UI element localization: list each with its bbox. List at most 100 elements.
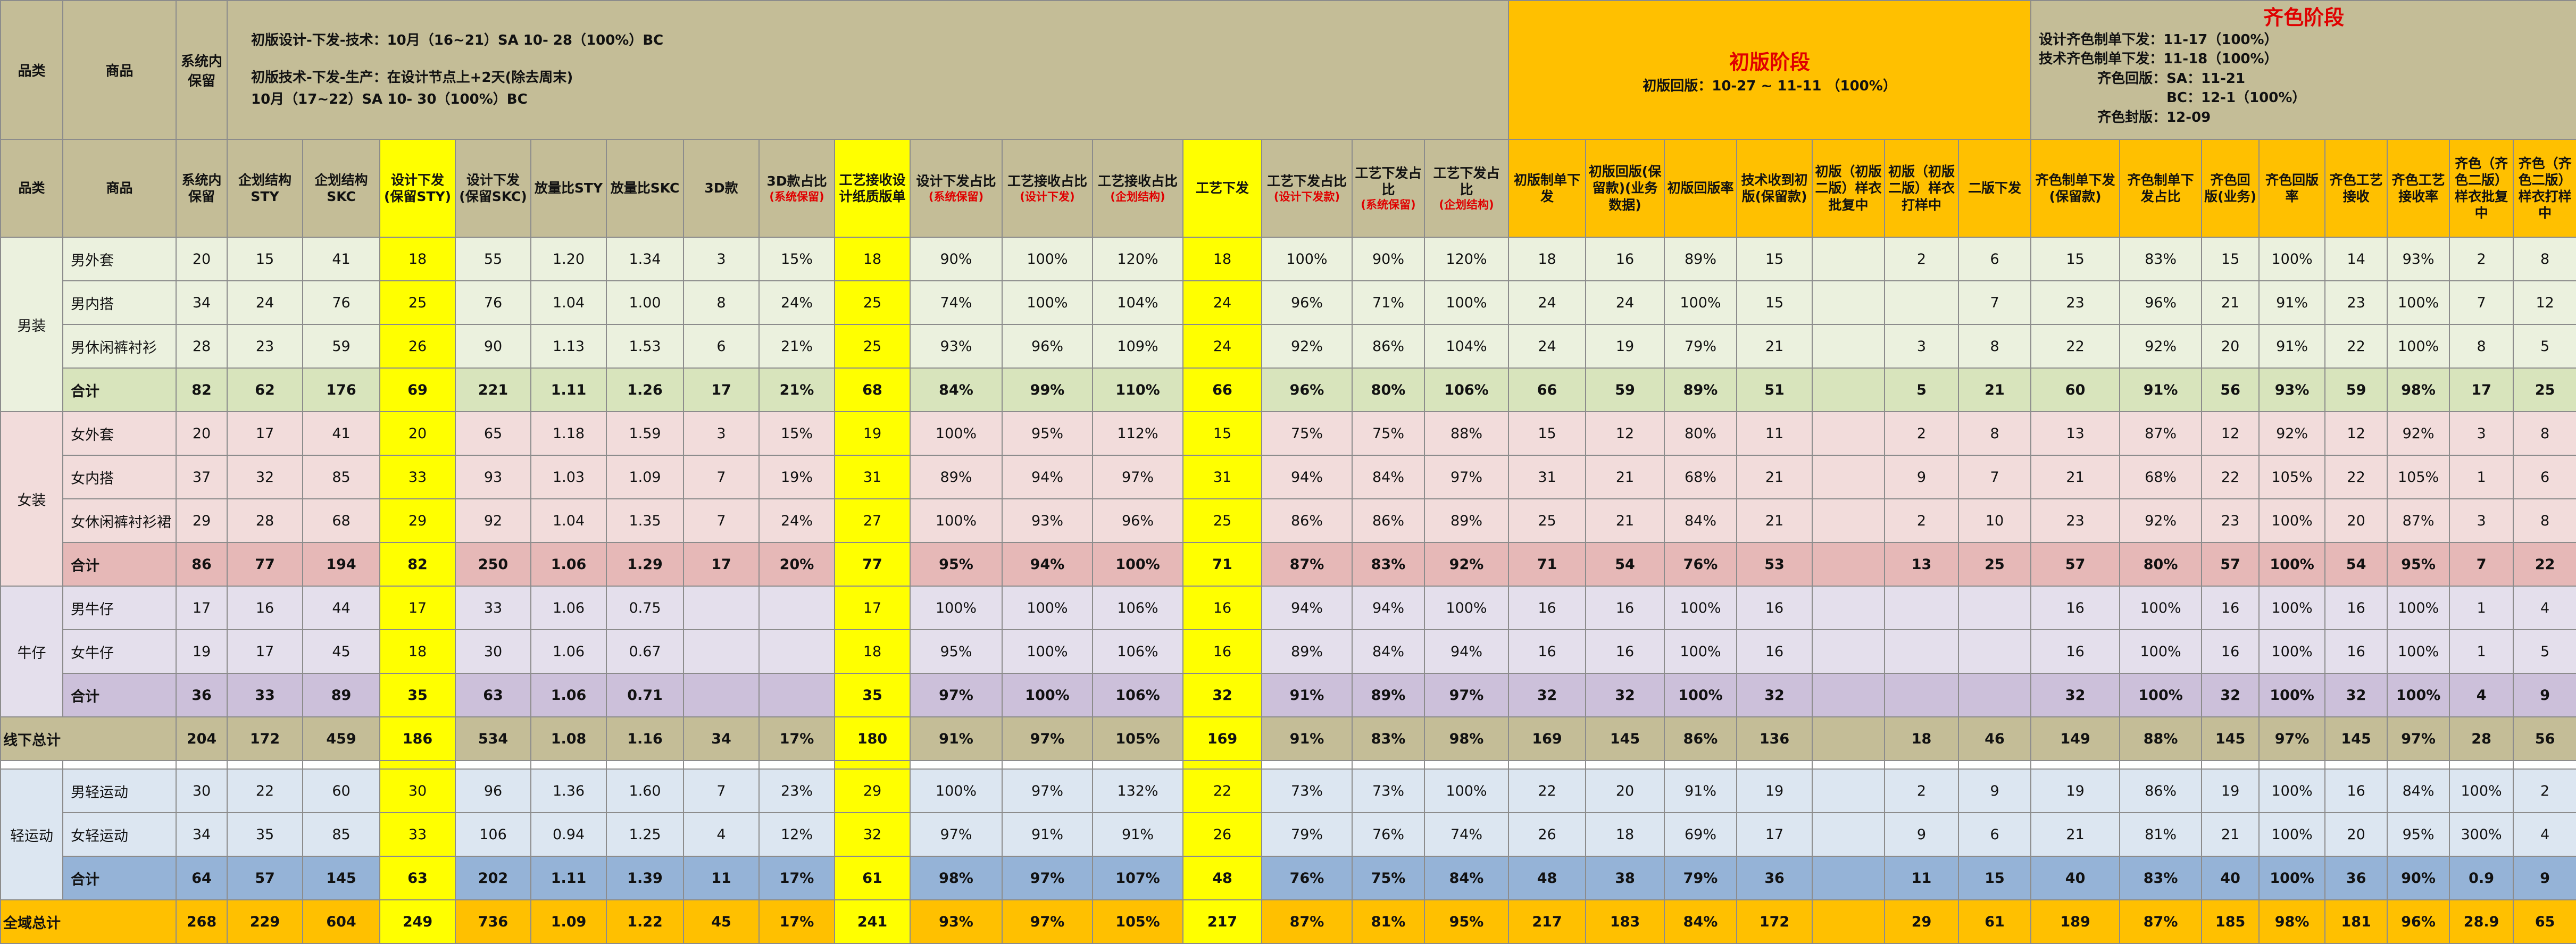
column-header: 齐色（齐色二版）样衣打样中 xyxy=(2513,139,2576,238)
cell: 80% xyxy=(2119,542,2203,587)
column-label: 工艺下发占比 xyxy=(1433,165,1500,197)
cell: 112% xyxy=(1092,411,1183,456)
cell: 100% xyxy=(2449,768,2514,813)
column-label: 工艺接收设计纸质版单 xyxy=(839,172,906,204)
cell: 87% xyxy=(2119,411,2203,456)
total-row: 线下总计 204 172 459 186 534 1.08 1.16 34 17% 180 91% 97… xyxy=(0,716,2576,761)
cell: 28 xyxy=(176,324,228,369)
cell: 8 xyxy=(2449,324,2514,369)
cell: 1.20 xyxy=(530,237,607,281)
cell: 6 xyxy=(1957,812,2032,857)
data-row: 男休闲裤衬衫 28 23 59 26 90 1.13 1.53 6 21% 25 93% 96% 109%… xyxy=(1,324,2576,369)
column-sub: (系统保留) xyxy=(769,190,824,203)
cell: 97% xyxy=(2387,716,2450,761)
column-header: 工艺下发占比 (企划结构) xyxy=(1424,139,1509,238)
cell: 96% xyxy=(2119,280,2203,325)
cell: 459 xyxy=(302,716,380,761)
cell: 12 xyxy=(2513,280,2576,325)
cell: 96% xyxy=(1002,324,1093,369)
cell: 95% xyxy=(1002,411,1093,456)
cell: 89% xyxy=(1261,629,1353,674)
spacer xyxy=(1812,760,1885,770)
cell: 24 xyxy=(1182,280,1262,325)
cell: 89% xyxy=(910,455,1003,499)
column-label: 系统内保留 xyxy=(181,172,222,204)
cell: 29 xyxy=(176,498,228,543)
cell: 16 xyxy=(1736,586,1813,630)
cell: 15 xyxy=(1736,237,1813,281)
spacer xyxy=(302,760,380,770)
cell: 4 xyxy=(2449,673,2514,717)
cell: 83% xyxy=(2119,237,2203,281)
cell: 25 xyxy=(379,280,456,325)
column-label: 齐色（齐色二版）样衣批复中 xyxy=(2455,155,2508,221)
cell: 32 xyxy=(227,455,303,499)
cell: 25 xyxy=(2513,367,2576,412)
cell: 32 xyxy=(1182,673,1262,717)
cell: 32 xyxy=(2201,673,2260,717)
cell: 3 xyxy=(2449,498,2514,543)
cell: 79% xyxy=(1664,324,1737,369)
cell: 24 xyxy=(1585,280,1665,325)
cell: 90 xyxy=(455,324,531,369)
cell: 22 xyxy=(227,768,303,813)
spacer xyxy=(2201,760,2260,770)
cell: 68% xyxy=(2119,455,2203,499)
cell: 66 xyxy=(1508,367,1586,412)
cell: 44 xyxy=(302,586,380,630)
cell: 62 xyxy=(227,367,303,412)
cell: 17 xyxy=(227,411,303,456)
cell: 88% xyxy=(1424,411,1509,456)
cell xyxy=(1812,324,1885,369)
spacer-row xyxy=(0,760,2576,770)
system-header: 系统内保留 xyxy=(176,0,228,140)
cell: 26 xyxy=(1182,812,1262,857)
cell: 15 xyxy=(1508,411,1586,456)
cell: 21 xyxy=(1736,455,1813,499)
cell: 1.60 xyxy=(606,768,684,813)
cell: 46 xyxy=(1957,716,2032,761)
cell: 1.09 xyxy=(606,455,684,499)
product-header: 商品 xyxy=(62,0,177,140)
cell: 18 xyxy=(1182,237,1262,281)
cell: 73% xyxy=(1261,768,1353,813)
column-header: 工艺接收设计纸质版单 xyxy=(834,139,911,238)
cell: 30 xyxy=(176,768,228,813)
cell: 84% xyxy=(1352,629,1425,674)
cell: 8 xyxy=(2513,411,2576,456)
cell: 22 xyxy=(2324,324,2388,369)
cell: 109% xyxy=(1092,324,1183,369)
cell: 2 xyxy=(1884,411,1959,456)
data-row: 男装 男外套 20 15 41 18 55 1.20 1.34 3 15% 18 90% 100% 120%… xyxy=(0,237,2576,412)
cell: 1.16 xyxy=(606,716,684,761)
cell: 100% xyxy=(2387,324,2450,369)
column-label: 企划结构SKC xyxy=(314,172,368,204)
cell: 98% xyxy=(2258,899,2326,944)
cell: 100% xyxy=(1664,280,1737,325)
cell: 41 xyxy=(302,411,380,456)
cell: 1.25 xyxy=(606,812,684,857)
product: 合计 xyxy=(62,673,177,717)
spacer xyxy=(1092,760,1183,770)
spacer xyxy=(1352,760,1425,770)
cell: 23 xyxy=(227,324,303,369)
cell: 90% xyxy=(1352,237,1425,281)
column-header: 齐色制单下发占比 xyxy=(2119,139,2203,238)
product: 女牛仔 xyxy=(62,629,177,674)
product: 女轻运动 xyxy=(62,812,177,857)
cell: 97% xyxy=(2258,716,2326,761)
column-label: 放量比SKC xyxy=(610,180,680,196)
cell: 8 xyxy=(683,280,760,325)
cell: 189 xyxy=(2030,899,2121,944)
data-row: 合计 64 57 145 63 202 1.11 1.39 11 17% 61 98% 97% 107% 4… xyxy=(1,856,2576,900)
cell: 736 xyxy=(455,899,531,944)
cell: 81% xyxy=(2119,812,2203,857)
cell: 3 xyxy=(2449,411,2514,456)
cell: 83% xyxy=(1352,542,1425,587)
cell: 12 xyxy=(2324,411,2388,456)
cell: 32 xyxy=(1508,673,1586,717)
plan-line: 初版设计-下发-技术：10月（16~21）SA 10- 28（100%）BC xyxy=(251,32,664,49)
column-header: 齐色工艺接收 xyxy=(2324,139,2388,238)
cell: 92% xyxy=(2119,498,2203,543)
cell: 241 xyxy=(834,899,911,944)
